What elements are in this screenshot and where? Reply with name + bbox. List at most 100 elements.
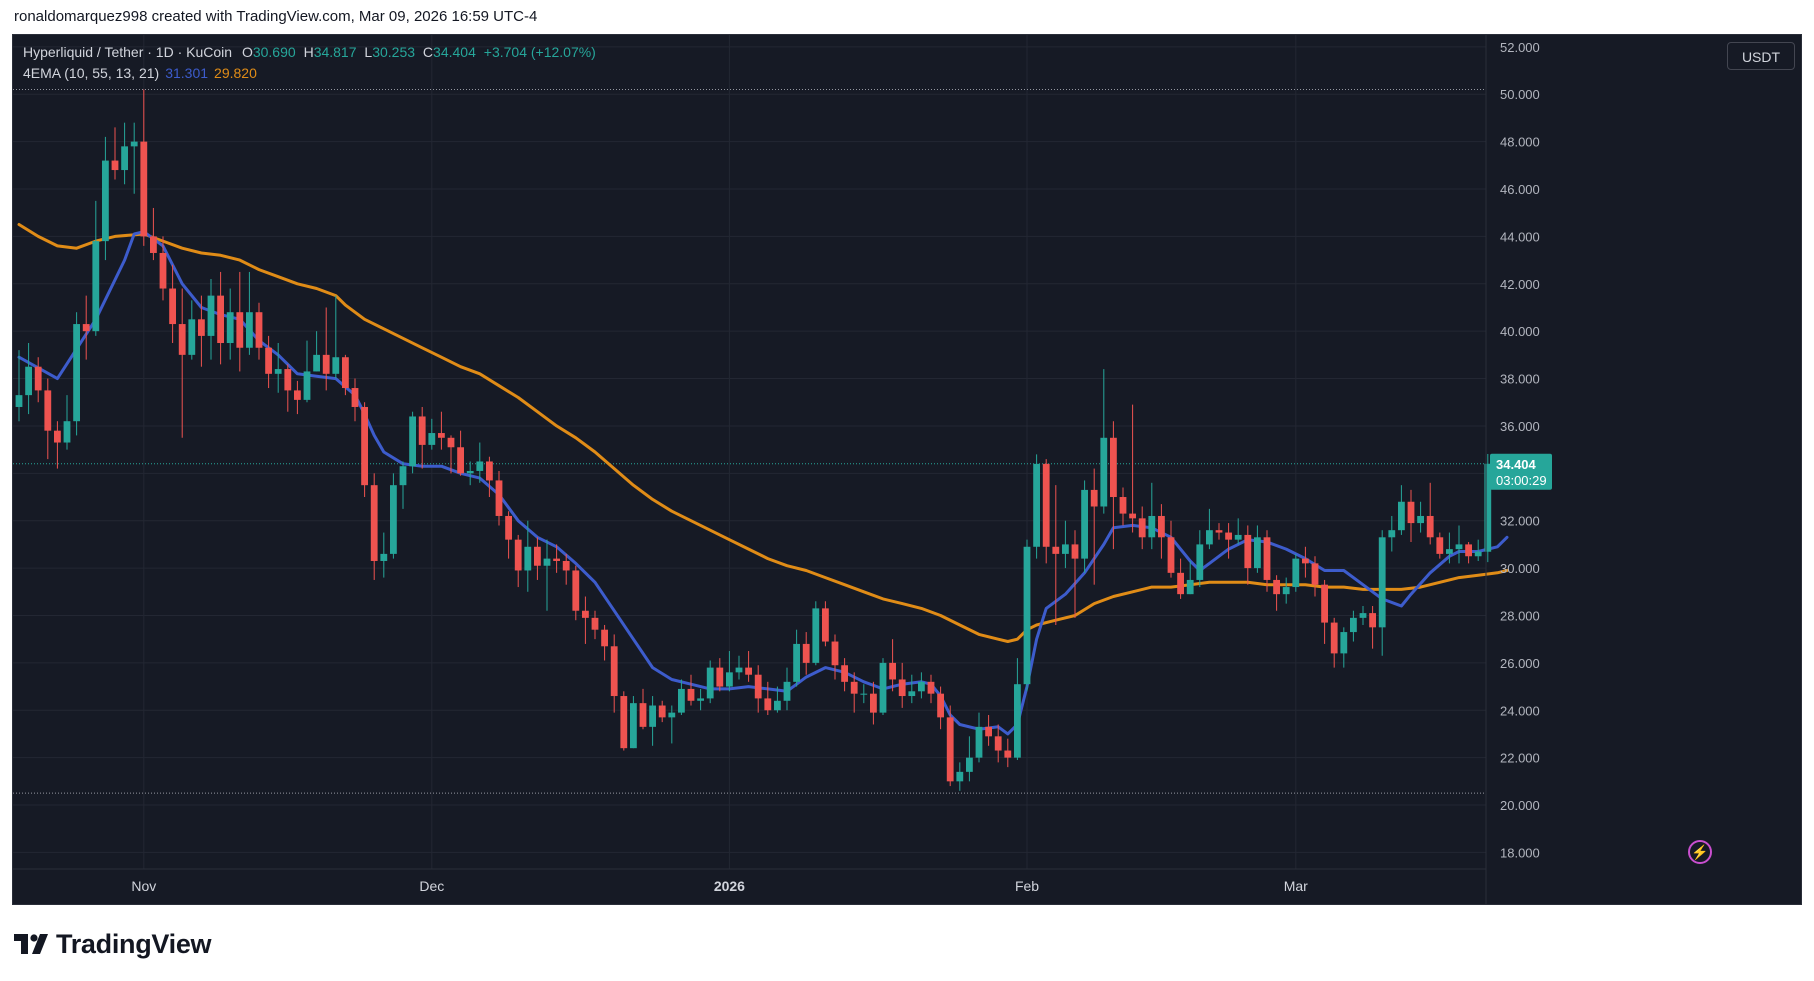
candle-body xyxy=(150,236,157,253)
candle-body xyxy=(658,705,666,718)
candle-body xyxy=(649,705,656,727)
candle-body xyxy=(639,703,647,727)
candle-body xyxy=(34,366,42,391)
ema-fast-value: 31.301 xyxy=(165,65,209,81)
candle-body xyxy=(428,433,436,445)
candle-body xyxy=(370,485,378,561)
y-tick-label: 30.000 xyxy=(1500,561,1540,576)
legend-open: 30.690 xyxy=(252,44,296,60)
candle-body xyxy=(879,662,887,713)
legend-high: 34.817 xyxy=(313,44,357,60)
candle-body xyxy=(783,681,791,701)
y-tick-label: 22.000 xyxy=(1500,751,1540,766)
legend-low-label: L xyxy=(364,44,373,60)
candle-body xyxy=(1350,617,1357,633)
candle-body xyxy=(169,288,176,325)
candle-body xyxy=(1388,530,1396,538)
candle-body xyxy=(332,357,340,374)
candle-body xyxy=(1446,549,1453,554)
legend-main: Hyperliquid / Tether · 1D · KuCoin O30.6… xyxy=(23,44,596,60)
candle-body xyxy=(620,696,628,749)
candle-body xyxy=(140,141,148,237)
candle-body xyxy=(1042,463,1050,547)
candle-body xyxy=(1436,537,1444,554)
candle-body xyxy=(1465,544,1472,557)
ema-slow-line xyxy=(17,223,1509,643)
candle-body xyxy=(265,347,272,374)
candle-body xyxy=(514,539,522,571)
candle-body xyxy=(44,390,52,431)
y-tick-label: 46.000 xyxy=(1500,182,1540,197)
candle-body xyxy=(92,241,100,332)
candle-body xyxy=(294,390,301,400)
candle-body xyxy=(754,674,762,699)
candle-body xyxy=(1302,558,1309,564)
candle-body xyxy=(745,667,752,675)
y-tick-label: 32.000 xyxy=(1500,514,1540,529)
candle-body xyxy=(361,406,368,486)
legend-high-label: H xyxy=(303,44,314,60)
candle-body xyxy=(255,312,263,348)
candle-body xyxy=(322,354,330,374)
legend-close-label: C xyxy=(422,44,434,60)
candle-body xyxy=(236,312,244,348)
candle-body xyxy=(937,693,944,718)
x-tick-label: Mar xyxy=(1284,878,1308,894)
candle-body xyxy=(774,700,781,711)
y-tick-label: 26.000 xyxy=(1500,656,1540,671)
price-label-box xyxy=(1490,453,1552,490)
candle-body xyxy=(25,366,32,396)
candle-body xyxy=(313,354,320,372)
candle-body xyxy=(1292,558,1300,588)
candle-body xyxy=(15,395,23,407)
x-tick-label: Dec xyxy=(419,878,444,894)
chart-frame[interactable]: 18.000 20.000 22.000 24.000 26.000 28.000 30.0… xyxy=(12,34,1802,905)
currency-button[interactable]: USDT xyxy=(1727,42,1795,70)
candle-body xyxy=(466,470,474,474)
candle-body xyxy=(1234,534,1242,540)
candle-body xyxy=(946,717,954,782)
candle-body xyxy=(1359,613,1367,618)
x-tick-label: Nov xyxy=(131,878,156,894)
candle-body xyxy=(687,688,695,701)
candle-body xyxy=(1052,546,1060,554)
candle-body xyxy=(495,480,503,516)
candle-body xyxy=(274,369,282,374)
tradingview-logo[interactable]: TradingView xyxy=(14,928,212,960)
candle-body xyxy=(1081,489,1088,559)
y-tick-label: 24.000 xyxy=(1500,703,1540,718)
legend-open-label: O xyxy=(241,44,253,60)
legend-symbol: Hyperliquid / Tether · 1D · KuCoin xyxy=(23,44,233,60)
candle-body xyxy=(1014,684,1021,758)
candle-body xyxy=(630,703,637,749)
candle-body xyxy=(898,679,906,697)
y-tick-label: 28.000 xyxy=(1500,608,1540,623)
candle-body xyxy=(994,736,1002,751)
candle-body xyxy=(1321,584,1328,623)
y-tick-label: 36.000 xyxy=(1500,419,1540,434)
candle-body xyxy=(178,324,186,355)
candle-body xyxy=(1090,489,1098,507)
lightning-icon[interactable]: ⚡ xyxy=(1688,840,1712,864)
candle-body xyxy=(121,146,128,171)
candle-body xyxy=(63,421,71,443)
brand-name: TradingView xyxy=(56,928,212,959)
candle-body xyxy=(822,608,829,642)
legend-close: 34.404 xyxy=(433,44,476,60)
candle-body xyxy=(975,726,983,758)
candle-body xyxy=(908,691,916,697)
candle-body xyxy=(706,667,714,699)
candle-body xyxy=(1254,537,1261,569)
candle-body xyxy=(716,667,724,687)
candle-body xyxy=(524,546,532,571)
candle-body xyxy=(735,667,743,673)
candle-body xyxy=(1071,544,1079,559)
candle-body xyxy=(111,160,119,171)
candle-body xyxy=(1062,544,1069,554)
price-chart[interactable]: 18.000 20.000 22.000 24.000 26.000 28.000 30.0… xyxy=(13,35,1801,904)
tv-logo-icon xyxy=(14,934,48,954)
candle-body xyxy=(457,447,464,474)
candle-body xyxy=(1407,501,1415,524)
candle-body xyxy=(985,726,992,737)
legend-indicator[interactable]: 4EMA (10, 55, 13, 21) 31.301 29.820 xyxy=(23,65,257,81)
